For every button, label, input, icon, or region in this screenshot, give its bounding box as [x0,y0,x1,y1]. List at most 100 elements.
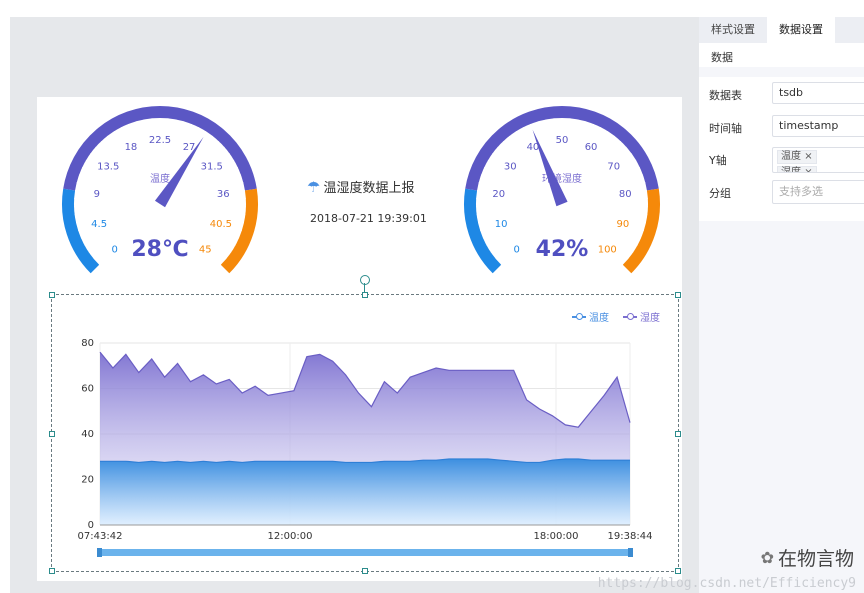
gauge-tick-label: 90 [617,219,630,230]
gauge-tick [143,119,146,125]
gauge-tick [234,235,240,239]
gauge-tick [591,123,595,129]
report-timestamp: 2018-07-21 19:39:01 [310,212,427,225]
gauge-tick [236,174,242,178]
settings-panel: 样式设置 数据设置 数据 数据表 tsdb 时间轴 timestamp Y轴 温… [699,17,864,593]
gauge-tick [74,190,86,193]
gauge-tick [230,242,236,246]
editor-workspace: 0 4.5 9 13.5 18 22.5 27 31.5 36 40.5 45 温度 28℃ ☂ 温湿度… [10,17,699,593]
gauge-tick [480,174,486,178]
zoom-slider-track[interactable] [98,549,632,556]
gauge-tick-label: 80 [619,189,632,200]
y-tick-label: 20 [81,475,94,486]
gauge-tick [113,131,118,136]
time-axis-select[interactable]: timestamp [772,115,864,137]
resize-handle-nw[interactable] [49,292,55,298]
gauge-tick [74,213,80,216]
field-label-group: 分组 [709,187,731,200]
gauge-tick [492,153,501,160]
gauge-tick [222,255,227,260]
gauge-tick [194,127,200,137]
gauge-tick-label: 36 [217,189,230,200]
gauge-tick [202,131,207,136]
section-title: 数据 [699,43,864,67]
gauge-tick [537,121,540,127]
gauge-tick-label: 4.5 [91,219,107,230]
gauge-tick [508,135,513,141]
y-tick-label: 60 [81,384,94,395]
gauge-tick-label: 0 [514,244,520,255]
resize-handle-e[interactable] [675,431,681,437]
resize-handle-sw[interactable] [49,568,55,574]
resize-handle-n[interactable] [362,292,368,298]
field-label-y-axis: Y轴 [709,154,727,167]
gauge-ring-mid [465,106,659,191]
gauge-tick [135,121,138,127]
gauge-tick [88,249,94,253]
resize-handle-s[interactable] [362,568,368,574]
close-icon[interactable]: × [804,167,813,173]
humidity-gauge[interactable]: 0 10 20 30 40 50 60 70 80 90 100 环境湿度 42% [457,97,667,297]
gauge-ring-mid [63,106,257,191]
zoom-slider-handle-left[interactable] [97,548,102,557]
y-tick-label: 0 [88,520,94,531]
gauge-tick [576,119,579,125]
gauge-tick-label: 60 [585,142,598,153]
gauge-tick [611,135,616,141]
gauge-tick [624,255,629,260]
legend-line-icon [572,312,586,320]
brand-logo: ✿ 在物言物 [760,548,854,570]
x-tick-label: 07:43:42 [78,531,123,542]
gauge-tick [80,235,86,239]
gauge-tick [233,166,239,170]
table-select[interactable]: tsdb [772,82,864,104]
y-axis-multiselect[interactable]: 温度 × 湿度 × [772,147,864,173]
gauge-ring-high [220,188,258,274]
resize-handle-se[interactable] [675,568,681,574]
gauge-tick [486,242,492,246]
rotate-handle-stem [364,283,365,293]
temperature-gauge[interactable]: 0 4.5 9 13.5 18 22.5 27 31.5 36 40.5 45 温度 28℃ [55,97,265,297]
gauge-tick [480,227,490,232]
x-tick-label: 19:38:44 [608,531,653,542]
gauge-tick [615,257,624,266]
area-chart[interactable]: 0 20 40 60 80 07:43:42 12:00:00 18:00:00 19:38:4… [52,295,678,571]
selected-chart-frame[interactable]: 温度 湿度 0 20 40 60 80 07:43:42 12:00:00 18:00:00 1… [49,275,681,574]
close-icon[interactable]: × [804,151,813,162]
gauge-value: 28℃ [131,237,188,262]
gauge-tick [638,174,644,178]
gauge-tick [174,119,177,125]
chart-legend[interactable]: 温度 湿度 [572,309,660,324]
rotate-handle[interactable] [360,275,370,285]
zoom-slider-handle-right[interactable] [628,548,633,557]
y-tag-hum[interactable]: 湿度 × [777,166,817,173]
gauge-tick [90,153,99,160]
gauge-tick [604,131,609,136]
gauge-tick [234,190,246,193]
x-tick-label: 12:00:00 [268,531,313,542]
x-tick-label: 18:00:00 [534,531,579,542]
resize-handle-ne[interactable] [675,292,681,298]
legend-hum[interactable]: 湿度 [623,309,660,324]
gauge-tick [240,213,246,216]
gauge-tick [529,123,533,129]
gauge-tick [476,190,488,193]
gauge-tick [238,221,245,224]
gauge-tick [502,140,507,146]
gauge-tick [127,123,131,129]
gauge-tick-label: 18 [125,142,138,153]
dashboard-canvas: 0 4.5 9 13.5 18 22.5 27 31.5 36 40.5 45 温度 28℃ ☂ 温湿度… [37,97,682,581]
gauge-tick [76,182,82,185]
gauge-tick-label: 45 [199,244,212,255]
resize-handle-w[interactable] [49,431,55,437]
gauge-tick-label: 31.5 [201,161,223,172]
gauge-needle [532,129,568,207]
gauge-tick [477,221,484,224]
tab-style-settings[interactable]: 样式设置 [711,23,755,36]
y-tag-temp[interactable]: 温度 × [777,150,817,164]
group-select[interactable]: 支持多选 [772,180,864,204]
humidity-series-line [99,351,631,428]
legend-temp[interactable]: 温度 [572,309,609,324]
tab-data-settings[interactable]: 数据设置 [767,17,835,43]
gauge-tick-label: 100 [598,244,617,255]
